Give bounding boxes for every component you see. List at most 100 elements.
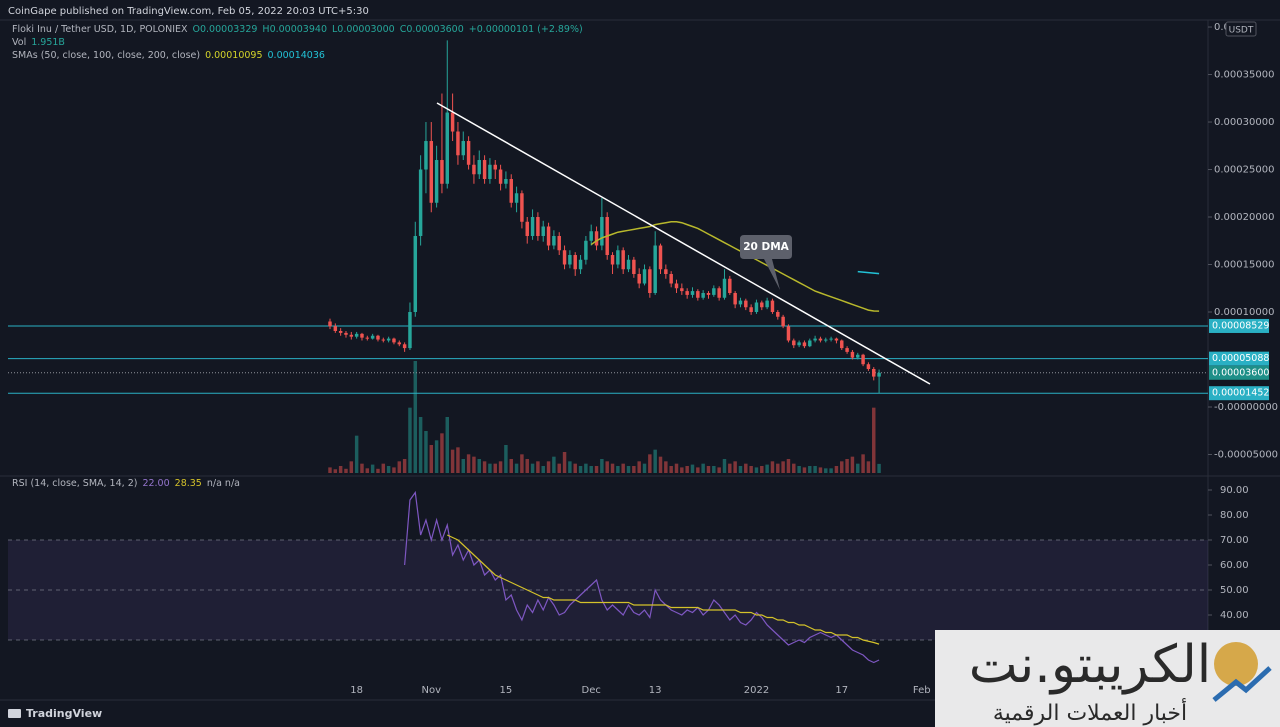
candle-body [429,141,434,203]
x-tick-label: 17 [835,685,848,696]
candle-body [514,193,519,203]
volume-bar [738,466,743,473]
unit-badge [1225,21,1257,37]
volume-bar [568,461,572,473]
volume-bar [616,466,620,473]
price-change: +0.00000101 (+2.89%) [468,24,583,35]
candle-body [866,364,871,369]
brand-icon [8,709,21,718]
candle-body [600,217,604,246]
candle-body [653,245,657,293]
candle-body [765,300,769,308]
volume-bar [381,463,386,473]
rsi-line [404,490,880,664]
rsi-label: RSI (14, close, SMA, 14, 2) [12,478,138,489]
candle-body [797,342,801,346]
candle-body [418,169,423,237]
volume-bar [829,468,833,473]
volume-bar [642,463,647,473]
candle-body [616,250,620,265]
candle-body [450,112,455,132]
volume-bar [765,464,769,473]
volume-bar [424,431,428,473]
callout-text: 20 DMA [743,241,789,253]
volume-bar [461,459,465,473]
volume-bar [818,467,823,473]
candle-body [376,335,380,340]
volume-bar [509,459,513,473]
volume-bar [712,466,716,473]
volume-bar [792,463,796,473]
volume-bar [674,463,679,473]
candle-body [328,321,332,327]
candle-body [776,311,780,317]
volume-bar [349,461,354,473]
legend-row-1: Floki Inu / Tether USD, 1D, POLONIEX O0.0… [12,24,588,35]
candle-body [749,307,753,312]
volume-bar [866,461,871,473]
volume-bar [344,468,348,473]
candle-body [536,217,540,237]
ohlc-open: O0.00003329 [192,24,258,35]
volume-bar [429,445,434,473]
volume-bar [333,469,338,473]
axis-layer: 18Nov15Dec13202217Feb14Mar140.00.0003500… [350,22,1278,696]
x-tick-label: Dec [582,685,601,696]
candle-body [381,339,386,341]
candle-body [733,293,737,305]
volume-bar [658,456,663,473]
candle-body [637,274,641,284]
volume-bar [824,468,828,473]
rsi-sma-line [447,534,880,645]
volume-bar [840,461,844,473]
candle-body [786,326,791,341]
volume-bar [360,463,364,473]
candle-body [648,269,652,293]
candle-body [717,288,721,298]
volume-bar [770,461,775,473]
volume-bar [365,468,370,473]
legend-row-3: SMAs (50, close, 100, close, 200, close)… [12,50,330,61]
volume-bar [861,454,865,473]
candle-body [850,351,855,358]
candle-body [610,255,615,265]
candle-body [589,231,593,241]
candle-body [808,340,812,347]
candle-body [669,274,673,284]
brand: TradingView [8,707,102,720]
y-tick-label: 0.00015000 [1214,260,1274,271]
volume-bar [397,461,402,473]
rsi-tick-label: 60.00 [1220,560,1249,571]
volume-bar [413,361,418,473]
volume-bar [514,463,519,473]
candle-body [680,288,684,292]
volume-bar [605,461,609,473]
candle-body [530,217,535,237]
y-tick-label: 0.00020000 [1214,212,1274,223]
candle-body [392,338,396,343]
volume-bar [733,461,737,473]
candle-body [402,344,407,349]
ohlc-low: L0.00003000 [331,24,395,35]
volume-bar [530,463,535,473]
x-tick-label: 2022 [744,685,769,696]
candle-body [488,164,492,180]
volume-bar [653,449,657,473]
candle-body [370,335,375,339]
volume-bar [376,468,380,473]
candle-body [344,332,348,335]
volume-bar [338,466,343,473]
volume-bar [536,461,540,473]
candle-body [722,278,727,298]
volume-bar [594,466,599,473]
candle-body [632,259,636,275]
y-tick-label: -0.00000000 [1214,402,1278,413]
x-tick-label: 15 [500,685,513,696]
volume-bar [728,463,732,473]
candle-body [509,179,513,203]
candle-body [520,193,524,222]
volume-bar [696,467,700,473]
candle-body [696,291,700,298]
volume-bar [418,417,423,473]
